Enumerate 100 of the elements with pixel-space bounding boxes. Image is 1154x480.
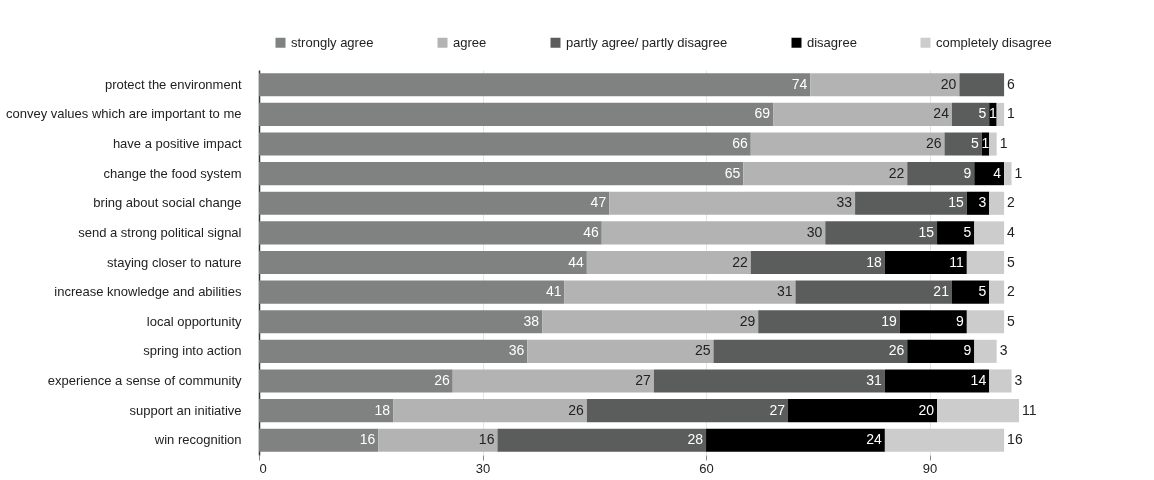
- data-label: 18: [374, 401, 391, 418]
- bar: [937, 221, 975, 245]
- data-label: 5: [963, 223, 972, 240]
- data-label: 5: [1007, 312, 1016, 329]
- bar: [1004, 162, 1012, 186]
- data-label: 25: [694, 342, 711, 359]
- bar: [259, 428, 379, 452]
- legend-label: agree: [453, 34, 487, 50]
- data-label: 1: [1014, 164, 1023, 181]
- bar: [966, 310, 1005, 334]
- data-label: 29: [739, 312, 756, 329]
- data-label: 20: [918, 401, 935, 418]
- y-tick-label: change the food system: [103, 165, 242, 181]
- data-label: 24: [866, 431, 883, 448]
- bar: [743, 162, 908, 186]
- x-tick-label: 60: [699, 460, 714, 476]
- bar: [989, 191, 1005, 215]
- data-label: 38: [523, 312, 540, 329]
- data-label: 11: [949, 253, 965, 270]
- y-tick-label: staying closer to nature: [107, 254, 242, 270]
- bar: [907, 162, 975, 186]
- data-label: 26: [568, 401, 585, 418]
- bar: [497, 428, 707, 452]
- data-label: 15: [948, 194, 965, 211]
- bar: [452, 369, 654, 393]
- data-label: 16: [1007, 431, 1023, 448]
- data-label: 26: [888, 342, 905, 359]
- y-tick-label: increase knowledge and abilities: [54, 284, 242, 300]
- bar: [855, 191, 967, 215]
- bar: [259, 162, 744, 186]
- bar: [884, 428, 1005, 452]
- data-label: 28: [687, 431, 704, 448]
- bar: [259, 221, 602, 245]
- legend-label: disagree: [807, 34, 857, 50]
- data-label: 1: [989, 105, 998, 122]
- data-label: 5: [970, 135, 979, 152]
- y-tick-label: local opportunity: [146, 313, 242, 329]
- bar: [259, 310, 543, 334]
- data-label: 2: [1007, 283, 1016, 300]
- bar: [750, 132, 945, 156]
- bar: [706, 428, 885, 452]
- data-label: 19: [881, 312, 897, 329]
- y-tick-label: support an initiative: [129, 402, 242, 418]
- x-tick-label: 30: [475, 460, 491, 476]
- bar: [601, 221, 826, 245]
- bar: [810, 73, 960, 97]
- bar: [259, 369, 453, 393]
- data-label: 11: [1022, 401, 1037, 418]
- bar: [795, 280, 952, 304]
- bar: [378, 428, 498, 452]
- bar: [609, 191, 856, 215]
- bar: [907, 339, 975, 363]
- data-label: 26: [434, 371, 450, 388]
- bar: [899, 310, 967, 334]
- bar: [788, 399, 938, 423]
- data-label: 5: [1007, 253, 1016, 270]
- data-label: 66: [732, 135, 748, 152]
- bar: [259, 280, 565, 304]
- bar: [884, 250, 967, 275]
- data-label: 18: [866, 253, 883, 270]
- bar: [966, 250, 1005, 275]
- y-tick-label: win recognition: [153, 432, 242, 448]
- data-label: 1: [981, 135, 990, 152]
- bar: [758, 310, 900, 334]
- bar: [259, 250, 587, 275]
- data-label: 9: [963, 342, 972, 359]
- data-label: 22: [888, 164, 905, 181]
- data-label: 27: [769, 401, 786, 418]
- data-label: 3: [999, 342, 1008, 359]
- bar: [959, 73, 1005, 97]
- data-label: 5: [978, 105, 987, 122]
- data-label: 1: [999, 135, 1008, 152]
- bar: [974, 221, 1005, 245]
- bar: [989, 132, 997, 156]
- bar: [564, 280, 796, 304]
- bar: [393, 399, 587, 423]
- data-label: 41: [545, 283, 562, 300]
- data-label: 9: [956, 312, 965, 329]
- bar: [974, 339, 997, 363]
- data-label: 26: [925, 135, 942, 152]
- bar: [653, 369, 885, 393]
- bar: [259, 339, 528, 363]
- bar: [259, 191, 610, 215]
- y-tick-label: protect the environment: [104, 76, 242, 92]
- data-label: 2: [1007, 194, 1016, 211]
- bar: [944, 132, 982, 156]
- data-label: 6: [1007, 75, 1016, 92]
- bar: [773, 102, 952, 126]
- y-tick-label: send a strong political signal: [78, 224, 242, 240]
- data-label: 30: [806, 223, 823, 240]
- data-label: 31: [866, 371, 883, 388]
- data-label: 5: [978, 283, 987, 300]
- data-label: 4: [1007, 223, 1016, 240]
- data-label: 31: [776, 283, 793, 300]
- legend-label: completely disagree: [936, 34, 1052, 50]
- bar: [259, 399, 394, 423]
- data-label: 16: [359, 431, 376, 448]
- data-label: 14: [970, 371, 987, 388]
- bar: [951, 280, 990, 304]
- data-label: 21: [933, 283, 950, 300]
